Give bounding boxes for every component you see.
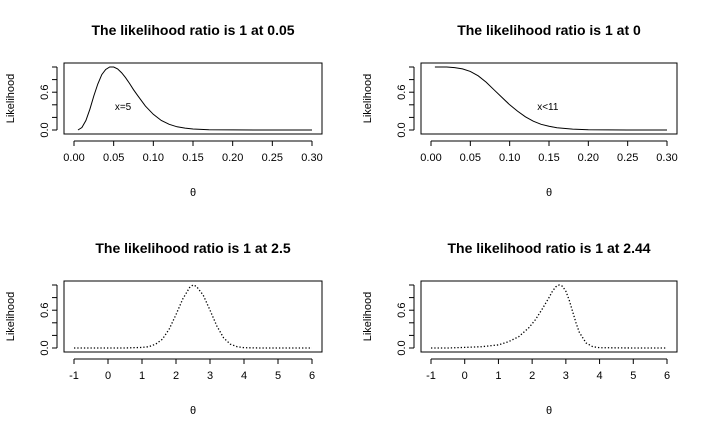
x-tick-label: 0.00	[420, 152, 441, 164]
x-axis-label: θ	[190, 405, 196, 417]
x-tick-label: 0.15	[538, 152, 559, 164]
x-tick-label: 5	[275, 370, 281, 382]
likelihood-curve	[434, 66, 667, 131]
x-tick-label: 0.10	[143, 152, 164, 164]
x-tick-label: 2	[173, 370, 179, 382]
x-tick-label: 5	[630, 370, 636, 382]
chart-title: The likelihood ratio is 1 at 0.05	[91, 22, 294, 38]
x-tick-label: 3	[207, 370, 213, 382]
y-axis-label: Likelihood	[5, 292, 17, 342]
x-tick-label: 0.05	[103, 152, 124, 164]
y-axis-label: Likelihood	[362, 74, 374, 124]
x-axis: -1 0 1 2 3 4 5 6	[69, 358, 315, 382]
x-tick-label: 0.05	[460, 152, 481, 164]
likelihood-curve	[431, 284, 667, 349]
plot-frame	[420, 280, 678, 353]
y-tick-label: 0.0	[39, 122, 51, 137]
x-tick-label: 0.20	[222, 152, 243, 164]
x-tick-label: -1	[69, 370, 79, 382]
x-tick-label: 0.15	[182, 152, 203, 164]
y-tick-label: 0.6	[39, 303, 51, 318]
chart-title: The likelihood ratio is 1 at 2.44	[447, 240, 650, 256]
x-tick-label: 4	[597, 370, 603, 382]
x-tick-label: 0.00	[63, 152, 84, 164]
curve-annotation: x=5	[115, 102, 132, 113]
x-tick-label: 0	[462, 370, 468, 382]
x-tick-label: 0	[105, 370, 111, 382]
x-axis-label: θ	[546, 187, 552, 199]
y-axis: 0.0 0.6	[396, 284, 415, 356]
y-tick-label: 0.6	[396, 303, 408, 318]
x-axis: -1 0 1 2 3 4 5 6	[426, 358, 670, 382]
panel-3: The likelihood ratio is 1 at 2.5 -1 0 1 2 3 4 5…	[5, 240, 323, 417]
likelihood-curve	[77, 66, 312, 131]
x-axis-label: θ	[190, 187, 196, 199]
x-tick-label: 6	[664, 370, 670, 382]
x-tick-label: 1	[139, 370, 145, 382]
y-tick-label: 0.6	[39, 85, 51, 100]
chart-title: The likelihood ratio is 1 at 2.5	[95, 240, 290, 256]
x-tick-label: 4	[241, 370, 247, 382]
plot-frame	[63, 280, 323, 353]
y-axis-label: Likelihood	[5, 74, 17, 124]
plot-frame	[420, 62, 678, 135]
y-tick-label: 0.6	[396, 85, 408, 100]
x-tick-label: 0.30	[656, 152, 677, 164]
x-tick-label: 0.25	[262, 152, 283, 164]
x-tick-label: 0.25	[617, 152, 638, 164]
y-tick-label: 0.0	[396, 122, 408, 137]
x-tick-label: -1	[426, 370, 436, 382]
panel-1: The likelihood ratio is 1 at 0.050.00 0.0…	[5, 22, 323, 199]
curve-annotation: x<11	[537, 102, 559, 113]
panel-2: The likelihood ratio is 1 at 00.00 0.05 0.…	[362, 22, 678, 199]
x-tick-label: 6	[309, 370, 315, 382]
chart-title: The likelihood ratio is 1 at 0	[457, 22, 641, 38]
x-tick-label: 1	[495, 370, 501, 382]
likelihood-curve	[74, 284, 312, 349]
panel-4: The likelihood ratio is 1 at 2.44 -1 0 1 2 3 4…	[362, 240, 678, 417]
x-tick-label: 2	[529, 370, 535, 382]
x-axis: 0.00 0.05 0.10 0.15 0.20 0.25 0.30	[63, 140, 323, 164]
x-tick-label: 0.10	[499, 152, 520, 164]
x-tick-label: 0.20	[578, 152, 599, 164]
y-axis-label: Likelihood	[362, 292, 374, 342]
x-axis-label: θ	[546, 405, 552, 417]
y-axis: 0.0 0.6	[39, 284, 58, 356]
y-tick-label: 0.0	[396, 340, 408, 355]
x-tick-label: 3	[563, 370, 569, 382]
y-axis: 0.0 0.6	[39, 66, 58, 138]
x-tick-label: 0.30	[301, 152, 322, 164]
y-tick-label: 0.0	[39, 340, 51, 355]
plot-frame	[63, 62, 323, 135]
y-axis: 0.0 0.6	[396, 66, 415, 138]
x-axis: 0.00 0.05 0.10 0.15 0.20 0.25 0.30	[420, 140, 678, 164]
